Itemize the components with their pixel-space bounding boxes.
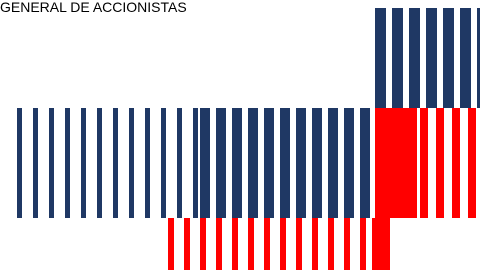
slide-title: GENERAL DE ACCIONISTAS (0, 0, 187, 15)
red-stripes-right (420, 108, 480, 218)
red-block-bottom (372, 218, 390, 270)
stripe-graphic (17, 8, 480, 270)
page: {"header": {"title": "GENERAL DE ACCIONI… (0, 0, 484, 275)
navy-stripes-top (375, 8, 480, 108)
slide: GENERAL DE ACCIONISTAS (0, 0, 484, 275)
red-stripes-bottom (168, 218, 372, 270)
red-block-right (375, 108, 417, 218)
navy-stripes-middle (200, 108, 375, 218)
navy-stripes-left (17, 108, 200, 218)
